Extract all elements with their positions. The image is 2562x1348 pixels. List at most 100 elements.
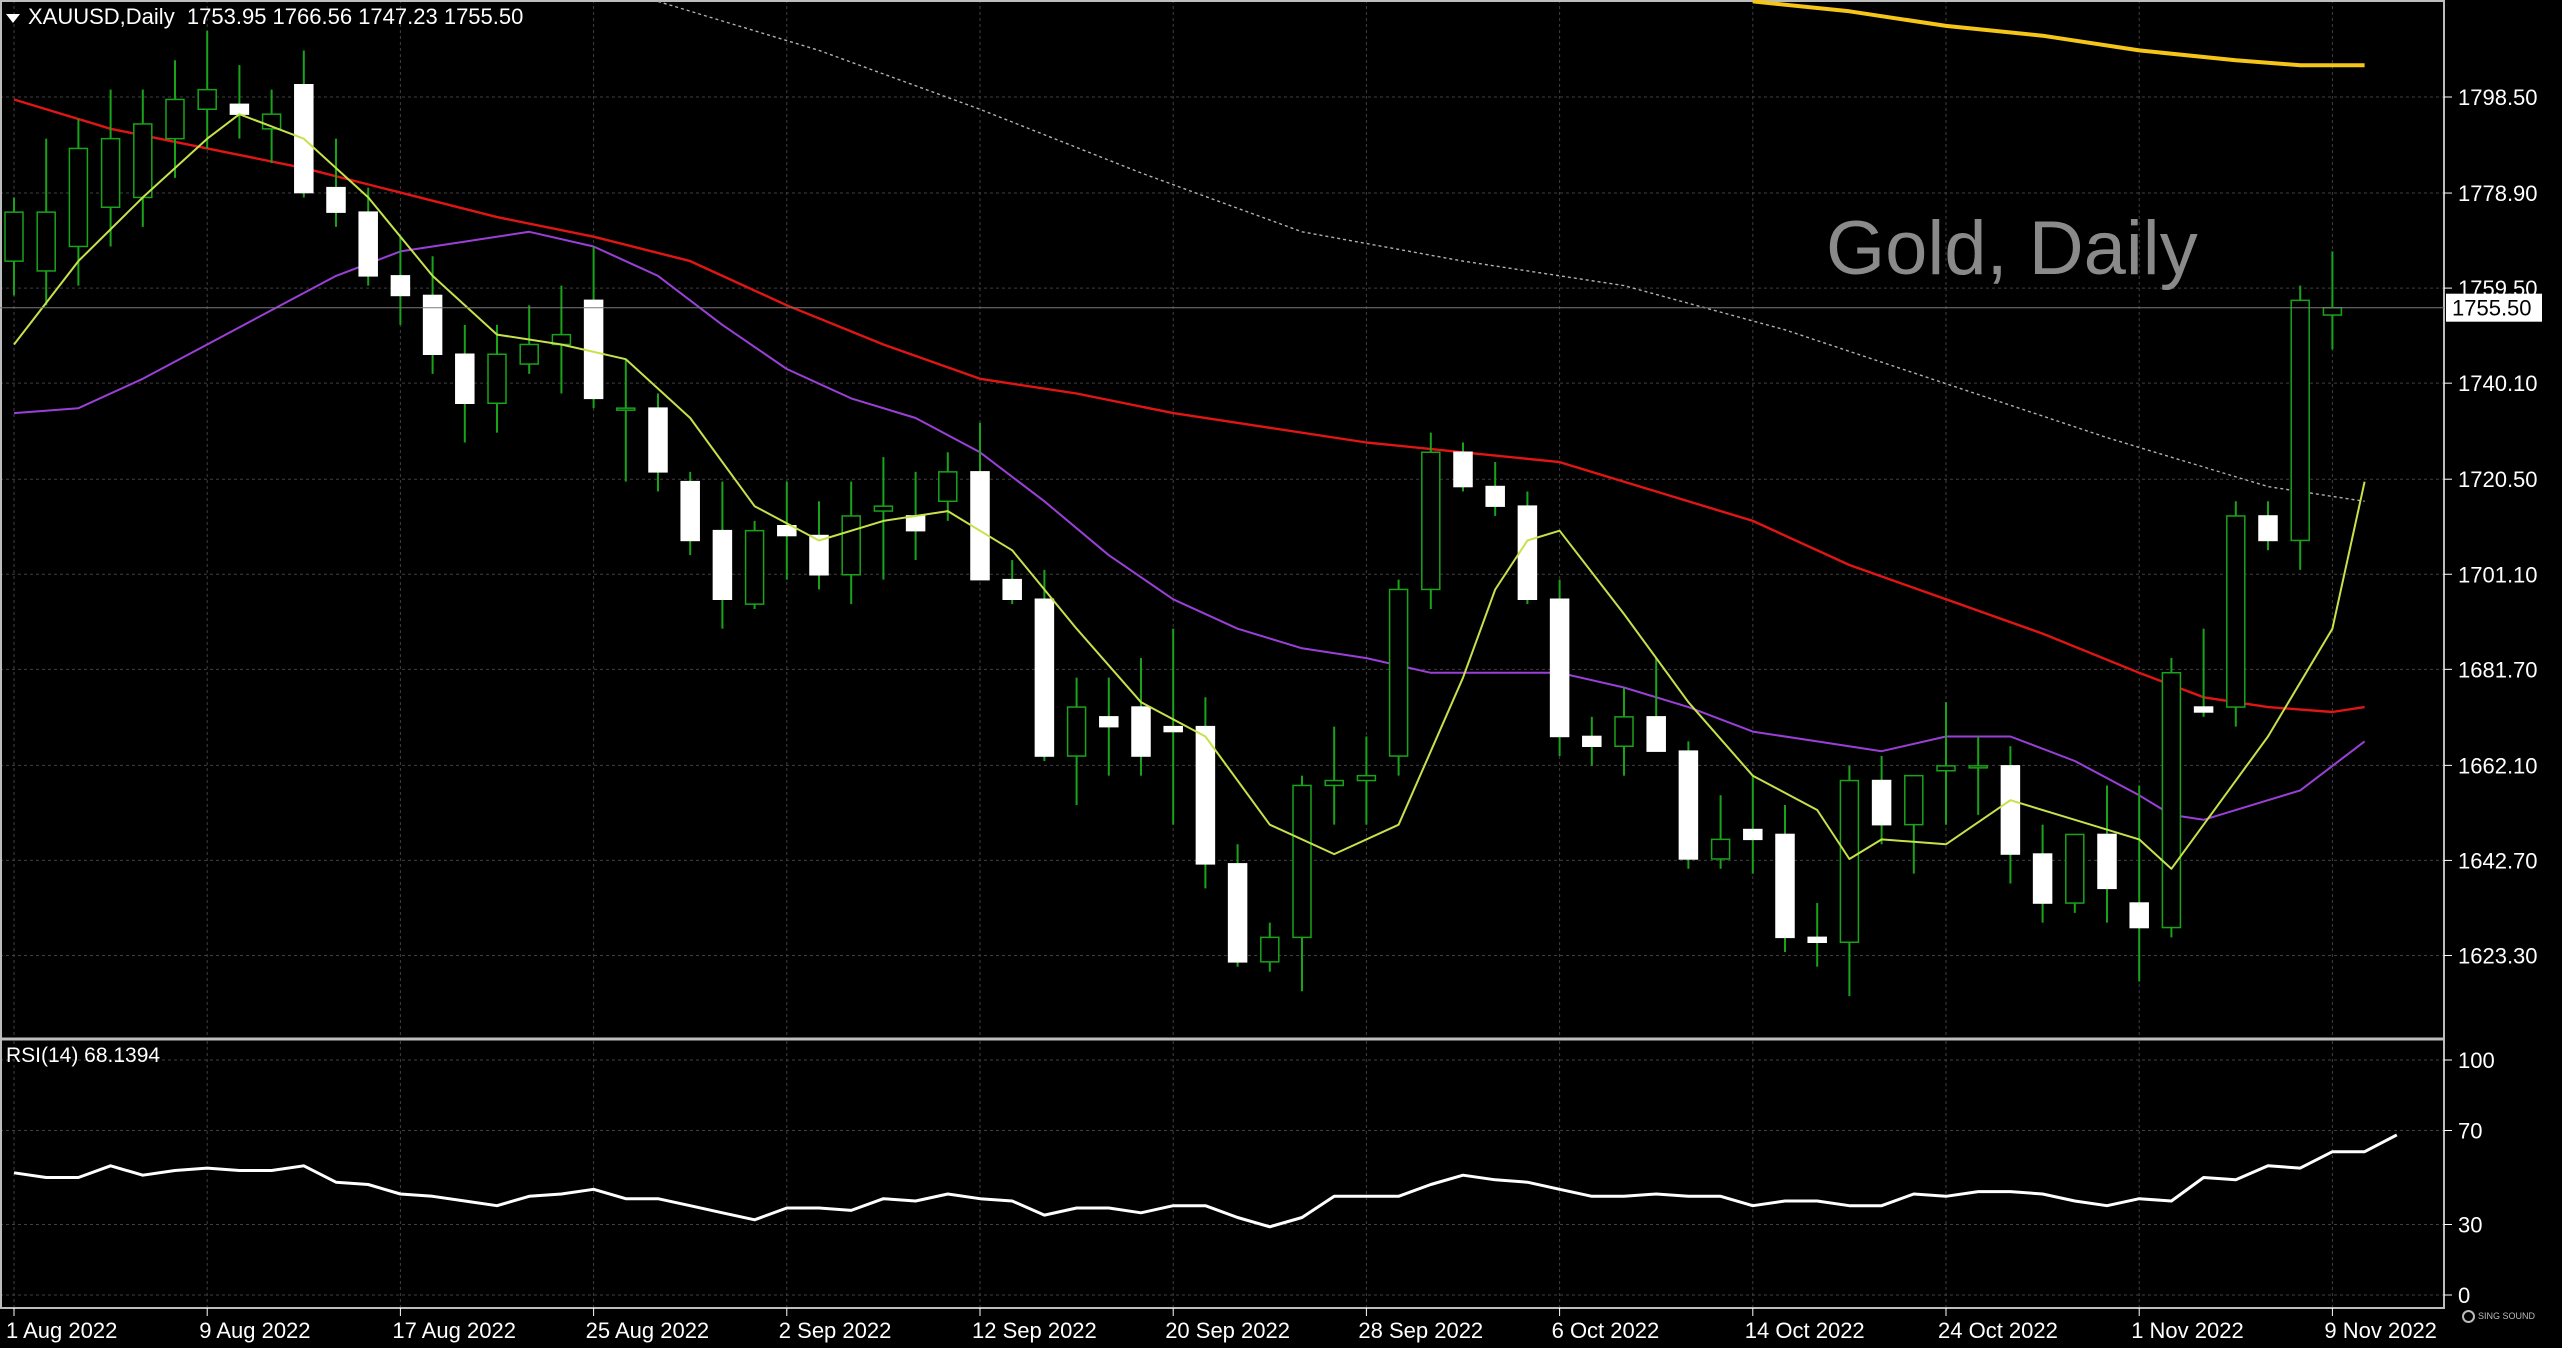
candle-body[interactable] <box>1710 838 1731 860</box>
candle-body[interactable] <box>1839 779 1860 943</box>
candle-body[interactable] <box>1034 598 1055 757</box>
candle-body[interactable] <box>1131 706 1151 757</box>
date-tick-label: 9 Aug 2022 <box>199 1318 310 1343</box>
candle-body[interactable] <box>2065 833 2085 904</box>
candle-body[interactable] <box>1356 774 1377 782</box>
candle-body[interactable] <box>583 299 604 400</box>
candle-body[interactable] <box>2290 299 2310 542</box>
date-tick-label: 2 Sep 2022 <box>779 1318 892 1343</box>
candle-body[interactable] <box>2161 672 2182 929</box>
candle-body[interactable] <box>1646 716 1666 752</box>
dropdown-triangle-icon[interactable] <box>6 13 20 23</box>
candle-body[interactable] <box>422 294 443 356</box>
candle-body[interactable] <box>2193 706 2214 713</box>
candle-body[interactable] <box>1195 725 1216 865</box>
candle-body[interactable] <box>197 88 217 111</box>
candle-body[interactable] <box>326 186 346 213</box>
price-tick-label: 1720.50 <box>2458 467 2538 492</box>
candle-body[interactable] <box>1324 779 1344 787</box>
candle-body[interactable] <box>165 98 185 140</box>
price-tick-label: 1798.50 <box>2458 85 2538 110</box>
candle-body[interactable] <box>2322 306 2343 316</box>
candle-body[interactable] <box>648 407 668 473</box>
candle-body[interactable] <box>358 211 378 277</box>
price-tick-label: 1623.30 <box>2458 943 2538 968</box>
candle-body[interactable] <box>1678 750 1699 860</box>
current-price-label: 1755.50 <box>2452 296 2532 321</box>
candle-body[interactable] <box>2258 515 2278 542</box>
candle-body[interactable] <box>1968 765 1988 769</box>
rsi-line <box>13 1133 2398 1229</box>
candle-body[interactable] <box>1388 588 1409 757</box>
candle-body[interactable] <box>1260 936 1280 963</box>
candle-body[interactable] <box>133 123 153 199</box>
candle-body[interactable] <box>519 343 539 365</box>
candle-body[interactable] <box>2032 853 2053 904</box>
chart-frame <box>0 0 2445 1309</box>
candle-body[interactable] <box>680 480 700 542</box>
ma-fast-line <box>13 113 2366 870</box>
candle-body[interactable] <box>1421 451 1441 591</box>
date-tick-label: 24 Oct 2022 <box>1938 1318 2058 1343</box>
date-tick-label: 6 Oct 2022 <box>1552 1318 1660 1343</box>
candle-body[interactable] <box>938 471 958 503</box>
price-tick-label: 1662.10 <box>2458 753 2538 778</box>
candle-body[interactable] <box>1163 725 1183 733</box>
candle-body[interactable] <box>455 353 475 404</box>
rsi-tick-label: 70 <box>2458 1119 2482 1144</box>
candle-body[interactable] <box>744 529 765 605</box>
candle-body[interactable] <box>4 211 24 262</box>
candle-body[interactable] <box>1871 779 1892 826</box>
candle-body[interactable] <box>229 103 250 115</box>
candle-body[interactable] <box>2000 765 2021 855</box>
date-tick-label: 12 Sep 2022 <box>972 1318 1097 1343</box>
candle-body[interactable] <box>1936 765 1956 772</box>
candle-body[interactable] <box>841 515 861 576</box>
rsi-tick-label: 0 <box>2458 1283 2470 1308</box>
candle-body[interactable] <box>1453 451 1473 488</box>
candle-body[interactable] <box>1614 716 1634 747</box>
rsi-label: RSI(14) 68.1394 <box>6 1044 161 1067</box>
candle-body[interactable] <box>873 505 894 512</box>
candle-body[interactable] <box>487 353 507 404</box>
candle-body[interactable] <box>100 137 121 208</box>
candle-body[interactable] <box>1904 774 1924 826</box>
candle-body[interactable] <box>2226 515 2246 708</box>
candle-body[interactable] <box>2129 902 2149 929</box>
date-tick-label: 17 Aug 2022 <box>392 1318 516 1343</box>
chart-watermark: Gold, Daily <box>1826 206 2198 291</box>
candle-body[interactable] <box>2097 833 2117 890</box>
candle-body[interactable] <box>1807 936 1827 943</box>
logo-text: SING SOUND <box>2478 1310 2536 1321</box>
price-tick-label: 1740.10 <box>2458 371 2538 396</box>
candle-body[interactable] <box>1292 784 1312 939</box>
rsi-tick-label: 100 <box>2458 1048 2495 1073</box>
candle-body[interactable] <box>1775 833 1795 939</box>
date-tick-label: 9 Nov 2022 <box>2324 1318 2437 1343</box>
candle-body[interactable] <box>809 534 829 576</box>
candle-body[interactable] <box>1002 578 1022 601</box>
candle-body[interactable] <box>1582 735 1602 748</box>
candle-body[interactable] <box>616 407 636 411</box>
candle-body[interactable] <box>1066 706 1087 757</box>
candle-body[interactable] <box>390 275 411 297</box>
candle-body[interactable] <box>777 525 797 537</box>
candle-body[interactable] <box>1485 485 1505 507</box>
candle-body[interactable] <box>1743 828 1763 841</box>
candle-body[interactable] <box>36 211 56 272</box>
date-tick-label: 28 Sep 2022 <box>1358 1318 1483 1343</box>
candle-body[interactable] <box>1549 598 1570 738</box>
candle-body[interactable] <box>1227 863 1248 963</box>
date-tick-label: 14 Oct 2022 <box>1745 1318 1865 1343</box>
candle-body[interactable] <box>1099 716 1119 728</box>
rsi-tick-label: 30 <box>2458 1213 2482 1238</box>
date-tick-label: 20 Sep 2022 <box>1165 1318 1290 1343</box>
candle-body[interactable] <box>1517 505 1538 600</box>
price-tick-label: 1701.10 <box>2458 562 2538 587</box>
candle-body[interactable] <box>905 515 926 532</box>
candle-body[interactable] <box>68 147 89 248</box>
candle-body[interactable] <box>712 529 733 601</box>
price-tick-label: 1778.90 <box>2458 181 2538 206</box>
date-tick-label: 1 Nov 2022 <box>2131 1318 2244 1343</box>
